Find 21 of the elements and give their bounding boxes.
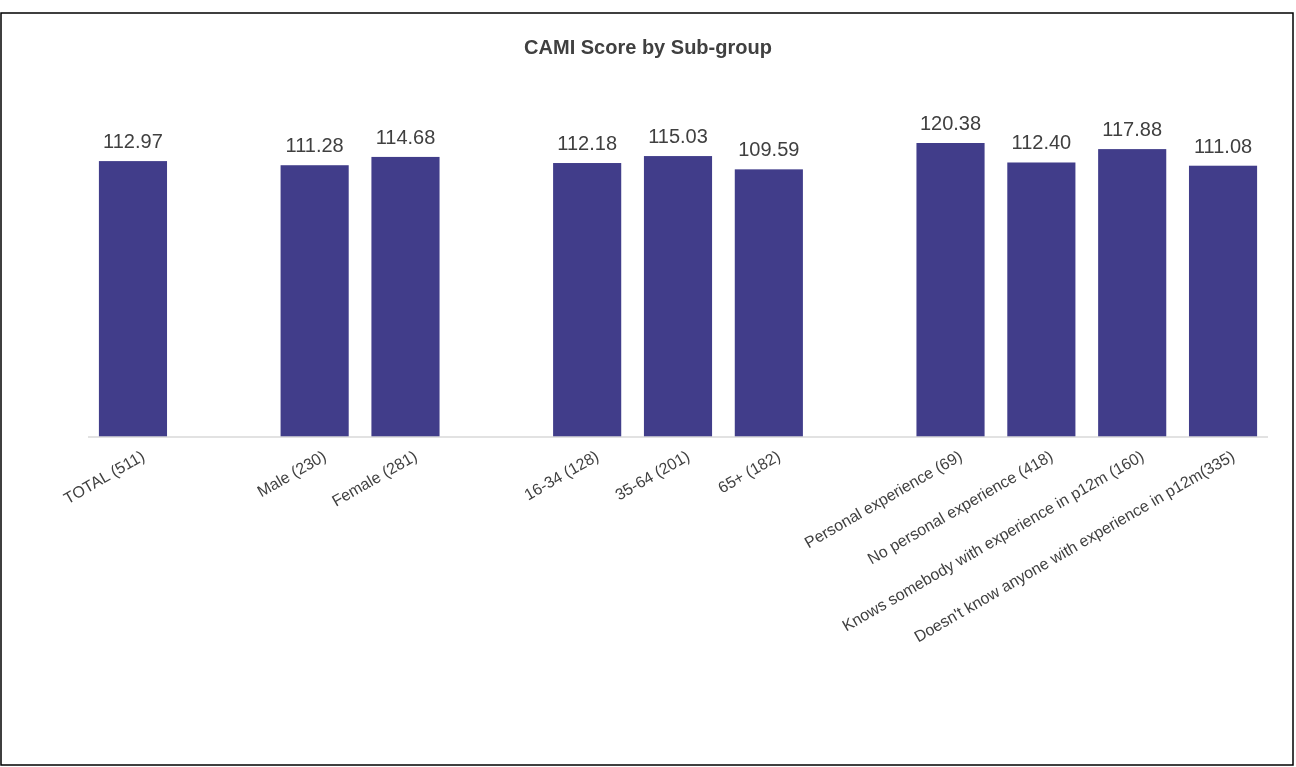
bar — [916, 143, 985, 437]
bar — [280, 165, 349, 437]
data-label: 112.97 — [103, 130, 163, 153]
data-label: 111.28 — [285, 134, 344, 157]
bar — [643, 156, 713, 437]
data-label: 115.03 — [648, 125, 708, 148]
chart-title: CAMI Score by Sub-group — [524, 36, 772, 58]
data-label: 114.68 — [375, 125, 436, 148]
bar — [1188, 165, 1258, 437]
bar — [734, 169, 803, 437]
data-label: 112.40 — [1011, 131, 1072, 154]
data-label: 109.59 — [738, 138, 800, 161]
data-label: 111.08 — [1193, 134, 1253, 157]
data-label: 120.38 — [919, 112, 982, 134]
bar — [371, 156, 440, 437]
data-label: 112.18 — [557, 132, 617, 155]
bar — [553, 163, 622, 437]
data-label: 117.88 — [1102, 118, 1163, 141]
bar — [1007, 162, 1076, 437]
bar — [98, 161, 168, 437]
bar — [1098, 149, 1167, 437]
